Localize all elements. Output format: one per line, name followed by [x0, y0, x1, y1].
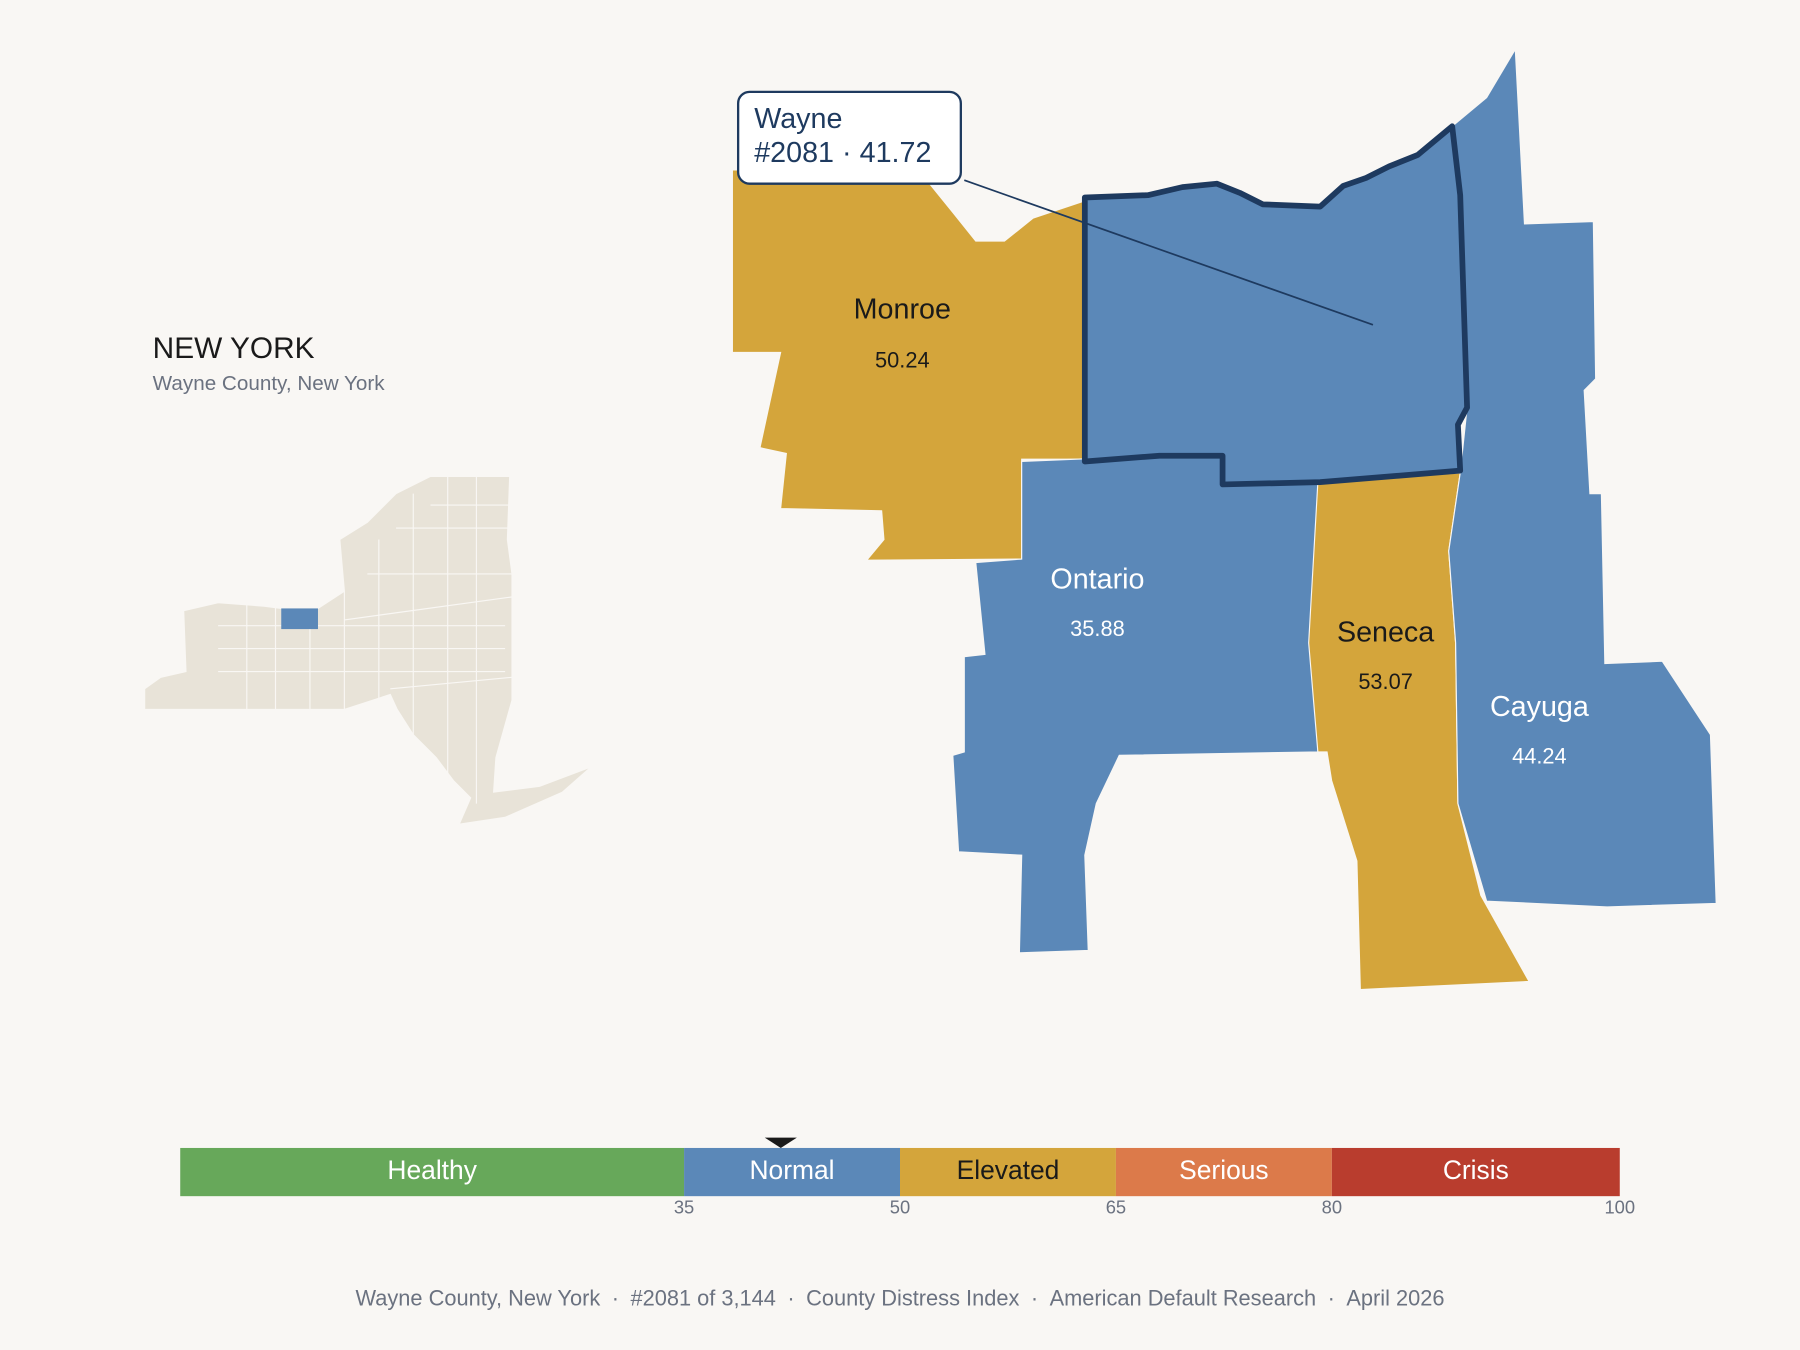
scale-tick-label: 50: [890, 1197, 910, 1218]
callout-box: [736, 90, 962, 185]
footer-item: Wayne County, New York: [356, 1285, 601, 1310]
scale-band-label: Normal: [750, 1155, 835, 1185]
scale-tick-label: 100: [1604, 1197, 1635, 1218]
counties: Monroe 50.24 Ontario 35.88 Seneca 53.07 …: [731, 47, 1717, 991]
state-title: NEW YORK: [153, 332, 315, 365]
county-score: 44.24: [1512, 743, 1567, 768]
county-shape[interactable]: [1448, 47, 1717, 908]
subtitle: Wayne County, New York: [153, 372, 386, 395]
footer-item: County Distress Index: [806, 1285, 1019, 1310]
scale-band-label: Crisis: [1443, 1155, 1509, 1185]
inset-state: [144, 475, 592, 825]
footer-separator: ·: [1328, 1285, 1335, 1310]
scale-band-label: Healthy: [387, 1155, 477, 1185]
inset-map: [144, 475, 592, 825]
footer-item: April 2026: [1346, 1285, 1444, 1310]
callout-score: 41.72: [860, 136, 932, 168]
scale-band: [180, 1147, 685, 1197]
scale-tick-label: 65: [1106, 1197, 1126, 1218]
scale-band: [900, 1147, 1116, 1197]
callout-name: Wayne: [754, 103, 842, 135]
scale-tick-label: 80: [1322, 1197, 1342, 1218]
scale-band: [1115, 1147, 1332, 1197]
inset-borders: [218, 476, 513, 804]
scale-band: [684, 1147, 900, 1197]
callout-detail: #2081 · 41.72: [754, 136, 931, 168]
distress-scale: Healthy Normal Elevated Serious Crisis 35 50 65…: [180, 1137, 1635, 1218]
county-score: 35.88: [1070, 616, 1125, 641]
footer: Wayne County, New York · #2081 of 3,144 · Co…: [356, 1285, 1445, 1310]
county-score: 50.24: [875, 347, 930, 372]
footer-separator: ·: [1031, 1285, 1038, 1310]
county-name: Cayuga: [1490, 691, 1589, 723]
scale-band-label: Elevated: [957, 1155, 1060, 1185]
footer-separator: ·: [612, 1285, 619, 1310]
scale-tick-label: 35: [674, 1197, 694, 1218]
county-name: Ontario: [1050, 563, 1144, 595]
county-name: Monroe: [854, 294, 951, 326]
footer-item: American Default Research: [1050, 1285, 1317, 1310]
callout: Wayne #2081 · 41.72: [736, 90, 1374, 326]
callout-rank: #2081: [754, 136, 834, 168]
inset-highlight: [281, 608, 318, 630]
footer-separator: ·: [787, 1285, 794, 1310]
footer-item: #2081 of 3,144: [630, 1285, 775, 1310]
selected-county-shape[interactable]: [1081, 123, 1470, 488]
county-name: Seneca: [1337, 616, 1434, 648]
scale-band: [1331, 1147, 1620, 1197]
callout-separator: ·: [842, 136, 852, 168]
county-score: 53.07: [1358, 669, 1413, 694]
score-marker: [764, 1137, 797, 1148]
callout-leader: [963, 179, 1374, 326]
scale-band-label: Serious: [1179, 1155, 1268, 1185]
